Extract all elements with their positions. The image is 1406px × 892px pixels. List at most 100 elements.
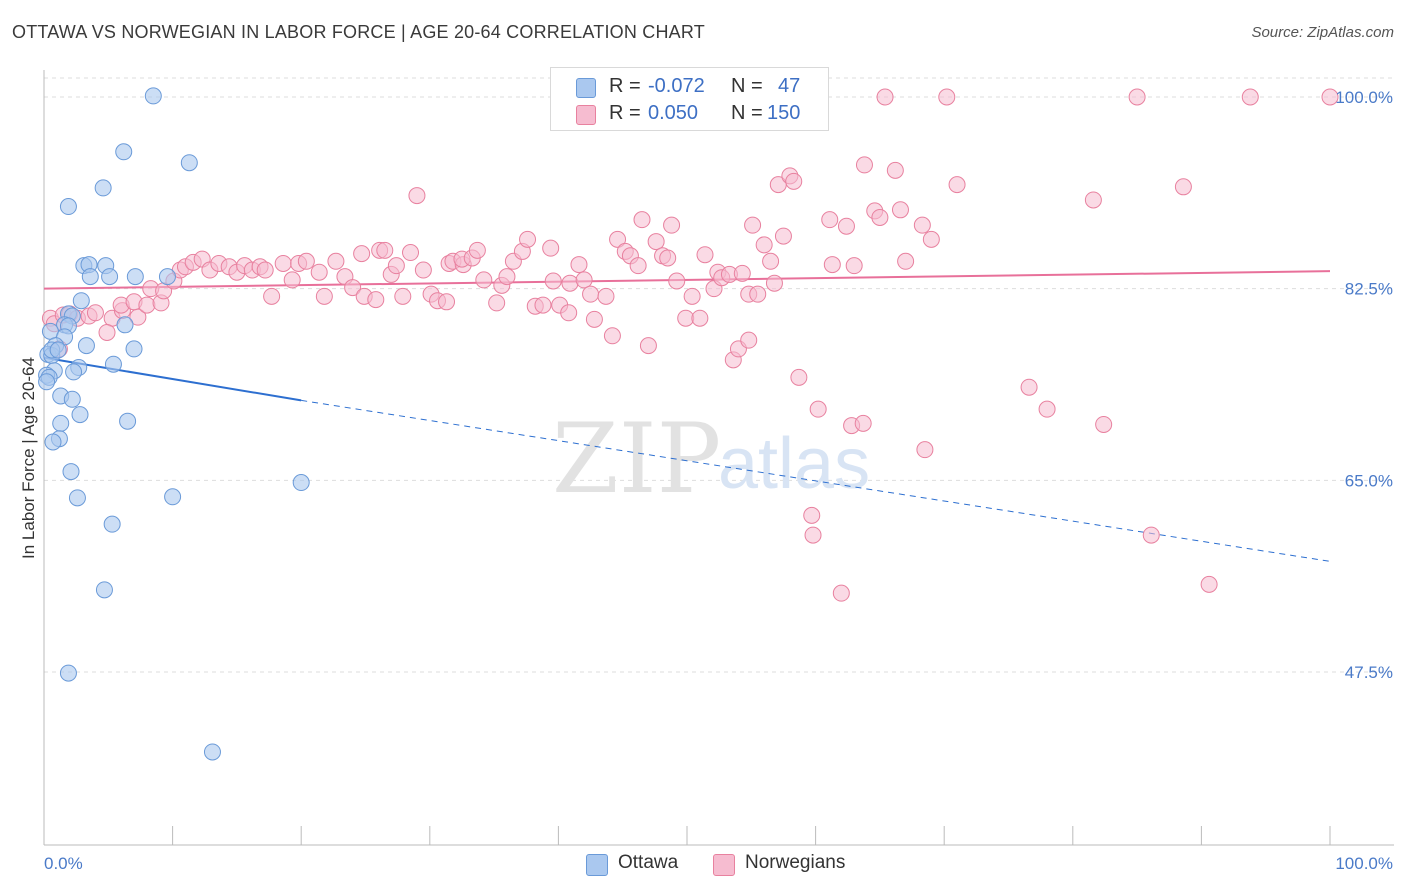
y-tick-label-0: 47.5% xyxy=(1345,663,1393,682)
norwegians-point-11 xyxy=(98,323,116,341)
norwegians-point-67 xyxy=(519,230,537,248)
norwegians-point-109 xyxy=(765,274,783,292)
norwegians-point-35 xyxy=(297,252,315,270)
norwegians-point-144 xyxy=(1200,575,1218,593)
tick-labels: 47.5% 65.0% 82.5% 100.0% 0.0% 100.0% xyxy=(44,88,1393,873)
norwegians-points xyxy=(41,88,1339,602)
norwegians-point-139 xyxy=(1084,191,1102,209)
norwegians-point-90 xyxy=(663,216,681,234)
ottawa-r-label: R = xyxy=(609,75,641,97)
norwegians-point-36 xyxy=(310,263,328,281)
norwegians-point-45 xyxy=(376,241,394,259)
legend-row-norwegians: R = 0.050 N = 150 xyxy=(551,102,828,128)
norwegians-point-60 xyxy=(468,241,486,259)
ottawa-n-label: N = xyxy=(731,75,763,97)
ottawa-point-36 xyxy=(71,406,89,424)
ottawa-point-21 xyxy=(77,337,95,355)
norwegians-point-146 xyxy=(1321,88,1339,106)
norwegians-point-114 xyxy=(790,368,808,386)
ottawa-point-17 xyxy=(116,316,134,334)
norwegians-point-120 xyxy=(832,584,850,602)
norwegians-point-79 xyxy=(597,287,615,305)
norwegians-point-69 xyxy=(534,296,552,314)
norwegians-point-14 xyxy=(138,296,156,314)
norwegians-r-value: 0.050 xyxy=(648,102,699,124)
ottawa-point-48 xyxy=(203,743,221,761)
ottawa-point-18 xyxy=(41,322,59,340)
norwegians-point-113 xyxy=(785,172,803,190)
ottawa-trend-solid xyxy=(43,356,302,402)
norwegians-point-74 xyxy=(561,274,579,292)
norwegians-n-label: N = xyxy=(731,102,763,124)
norwegians-point-111 xyxy=(774,227,792,245)
ottawa-point-37 xyxy=(52,414,70,432)
norwegians-point-32 xyxy=(274,254,292,272)
ottawa-point-9 xyxy=(101,268,119,286)
norwegians-point-54 xyxy=(438,293,456,311)
norwegians-point-108 xyxy=(762,252,780,270)
norwegians-point-37 xyxy=(315,287,333,305)
norwegians-point-50 xyxy=(408,187,426,205)
y-tick-label-3: 100.0% xyxy=(1335,88,1393,107)
y-axis-label: In Labor Force | Age 20-64 xyxy=(19,357,38,559)
norwegians-point-85 xyxy=(633,211,651,229)
norwegians-point-138 xyxy=(1038,400,1056,418)
norwegians-point-140 xyxy=(1095,415,1113,433)
norwegians-point-78 xyxy=(585,310,603,328)
norwegians-point-75 xyxy=(570,256,588,274)
correlation-legend: R = -0.072 N = 47 R = 0.050 N = 150 xyxy=(550,67,829,131)
legend-row-ottawa: R = -0.072 N = 47 xyxy=(551,75,828,101)
ottawa-point-2 xyxy=(180,154,198,172)
norwegians-point-70 xyxy=(542,239,560,257)
norwegians-point-94 xyxy=(691,309,709,327)
norwegians-point-51 xyxy=(414,261,432,279)
ottawa-point-33 xyxy=(38,373,56,391)
ottawa-points xyxy=(38,87,310,761)
norwegians-r-label: R = xyxy=(609,102,641,124)
norwegians-point-30 xyxy=(256,261,274,279)
norwegians-point-7 xyxy=(86,304,104,322)
norwegians-point-102 xyxy=(733,264,751,282)
norwegians-point-80 xyxy=(603,327,621,345)
ottawa-trend-dashed xyxy=(301,399,1331,562)
norwegians-point-145 xyxy=(1241,88,1259,106)
ottawa-point-3 xyxy=(59,198,77,216)
ottawa-point-10 xyxy=(126,268,144,286)
norwegians-point-127 xyxy=(871,208,889,226)
ottawa-point-4 xyxy=(94,179,112,197)
norwegians-point-143 xyxy=(1174,178,1192,196)
norwegians-n-value: 150 xyxy=(767,102,801,124)
ottawa-point-27 xyxy=(104,355,122,373)
axes xyxy=(43,70,1394,846)
ottawa-point-12 xyxy=(72,292,90,310)
bottom-ottawa-label: Ottawa xyxy=(618,852,679,873)
norwegians-point-135 xyxy=(938,88,956,106)
norwegians-point-91 xyxy=(668,272,686,290)
ottawa-swatch xyxy=(576,78,596,98)
norwegians-point-129 xyxy=(886,161,904,179)
norwegians-point-124 xyxy=(854,414,872,432)
norwegians-point-119 xyxy=(823,256,841,274)
ottawa-r-value: -0.072 xyxy=(648,75,705,97)
ottawa-point-32 xyxy=(65,363,83,381)
ottawa-point-8 xyxy=(81,268,99,286)
chart-title: OTTAWA VS NORWEGIAN IN LABOR FORCE | AGE… xyxy=(12,22,705,42)
ottawa-point-42 xyxy=(292,474,310,492)
bottom-norwegians-swatch xyxy=(713,854,735,876)
norwegians-point-93 xyxy=(683,287,701,305)
norwegians-point-133 xyxy=(916,441,934,459)
watermark: ZIP atlas xyxy=(552,403,870,515)
ottawa-point-0 xyxy=(144,87,162,105)
norwegians-point-81 xyxy=(609,230,627,248)
norwegians-point-116 xyxy=(804,526,822,544)
x-tick-label-0: 0.0% xyxy=(44,854,83,873)
norwegians-point-107 xyxy=(755,236,773,254)
ottawa-point-47 xyxy=(59,664,77,682)
norwegians-point-115 xyxy=(803,506,821,524)
norwegians-point-117 xyxy=(809,400,827,418)
norwegians-point-49 xyxy=(402,244,420,262)
ottawa-point-26 xyxy=(49,341,67,359)
y-tick-label-2: 82.5% xyxy=(1345,280,1393,299)
norwegians-point-128 xyxy=(876,88,894,106)
